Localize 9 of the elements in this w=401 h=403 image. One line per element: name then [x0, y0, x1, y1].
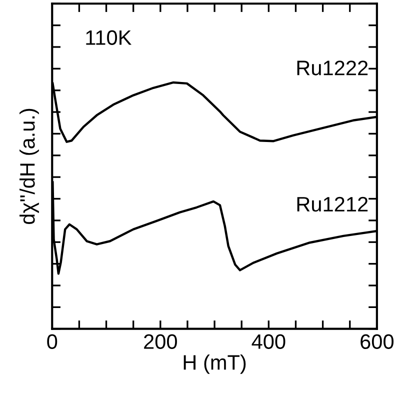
legend-label: Ru1222 [297, 60, 368, 76]
x-tick-label: 200 [144, 334, 177, 350]
text: 110K [86, 30, 132, 45]
x-tick-label: 600 [360, 334, 394, 350]
y-axis-title: dχ''/dH (a.u.) [20, 108, 39, 224]
x-tick-label: 400 [252, 334, 286, 350]
legend-label: Ru1212 [297, 196, 368, 212]
x-tick-label: 0 [47, 334, 58, 350]
x-axis-title: H (mT) [184, 354, 246, 374]
